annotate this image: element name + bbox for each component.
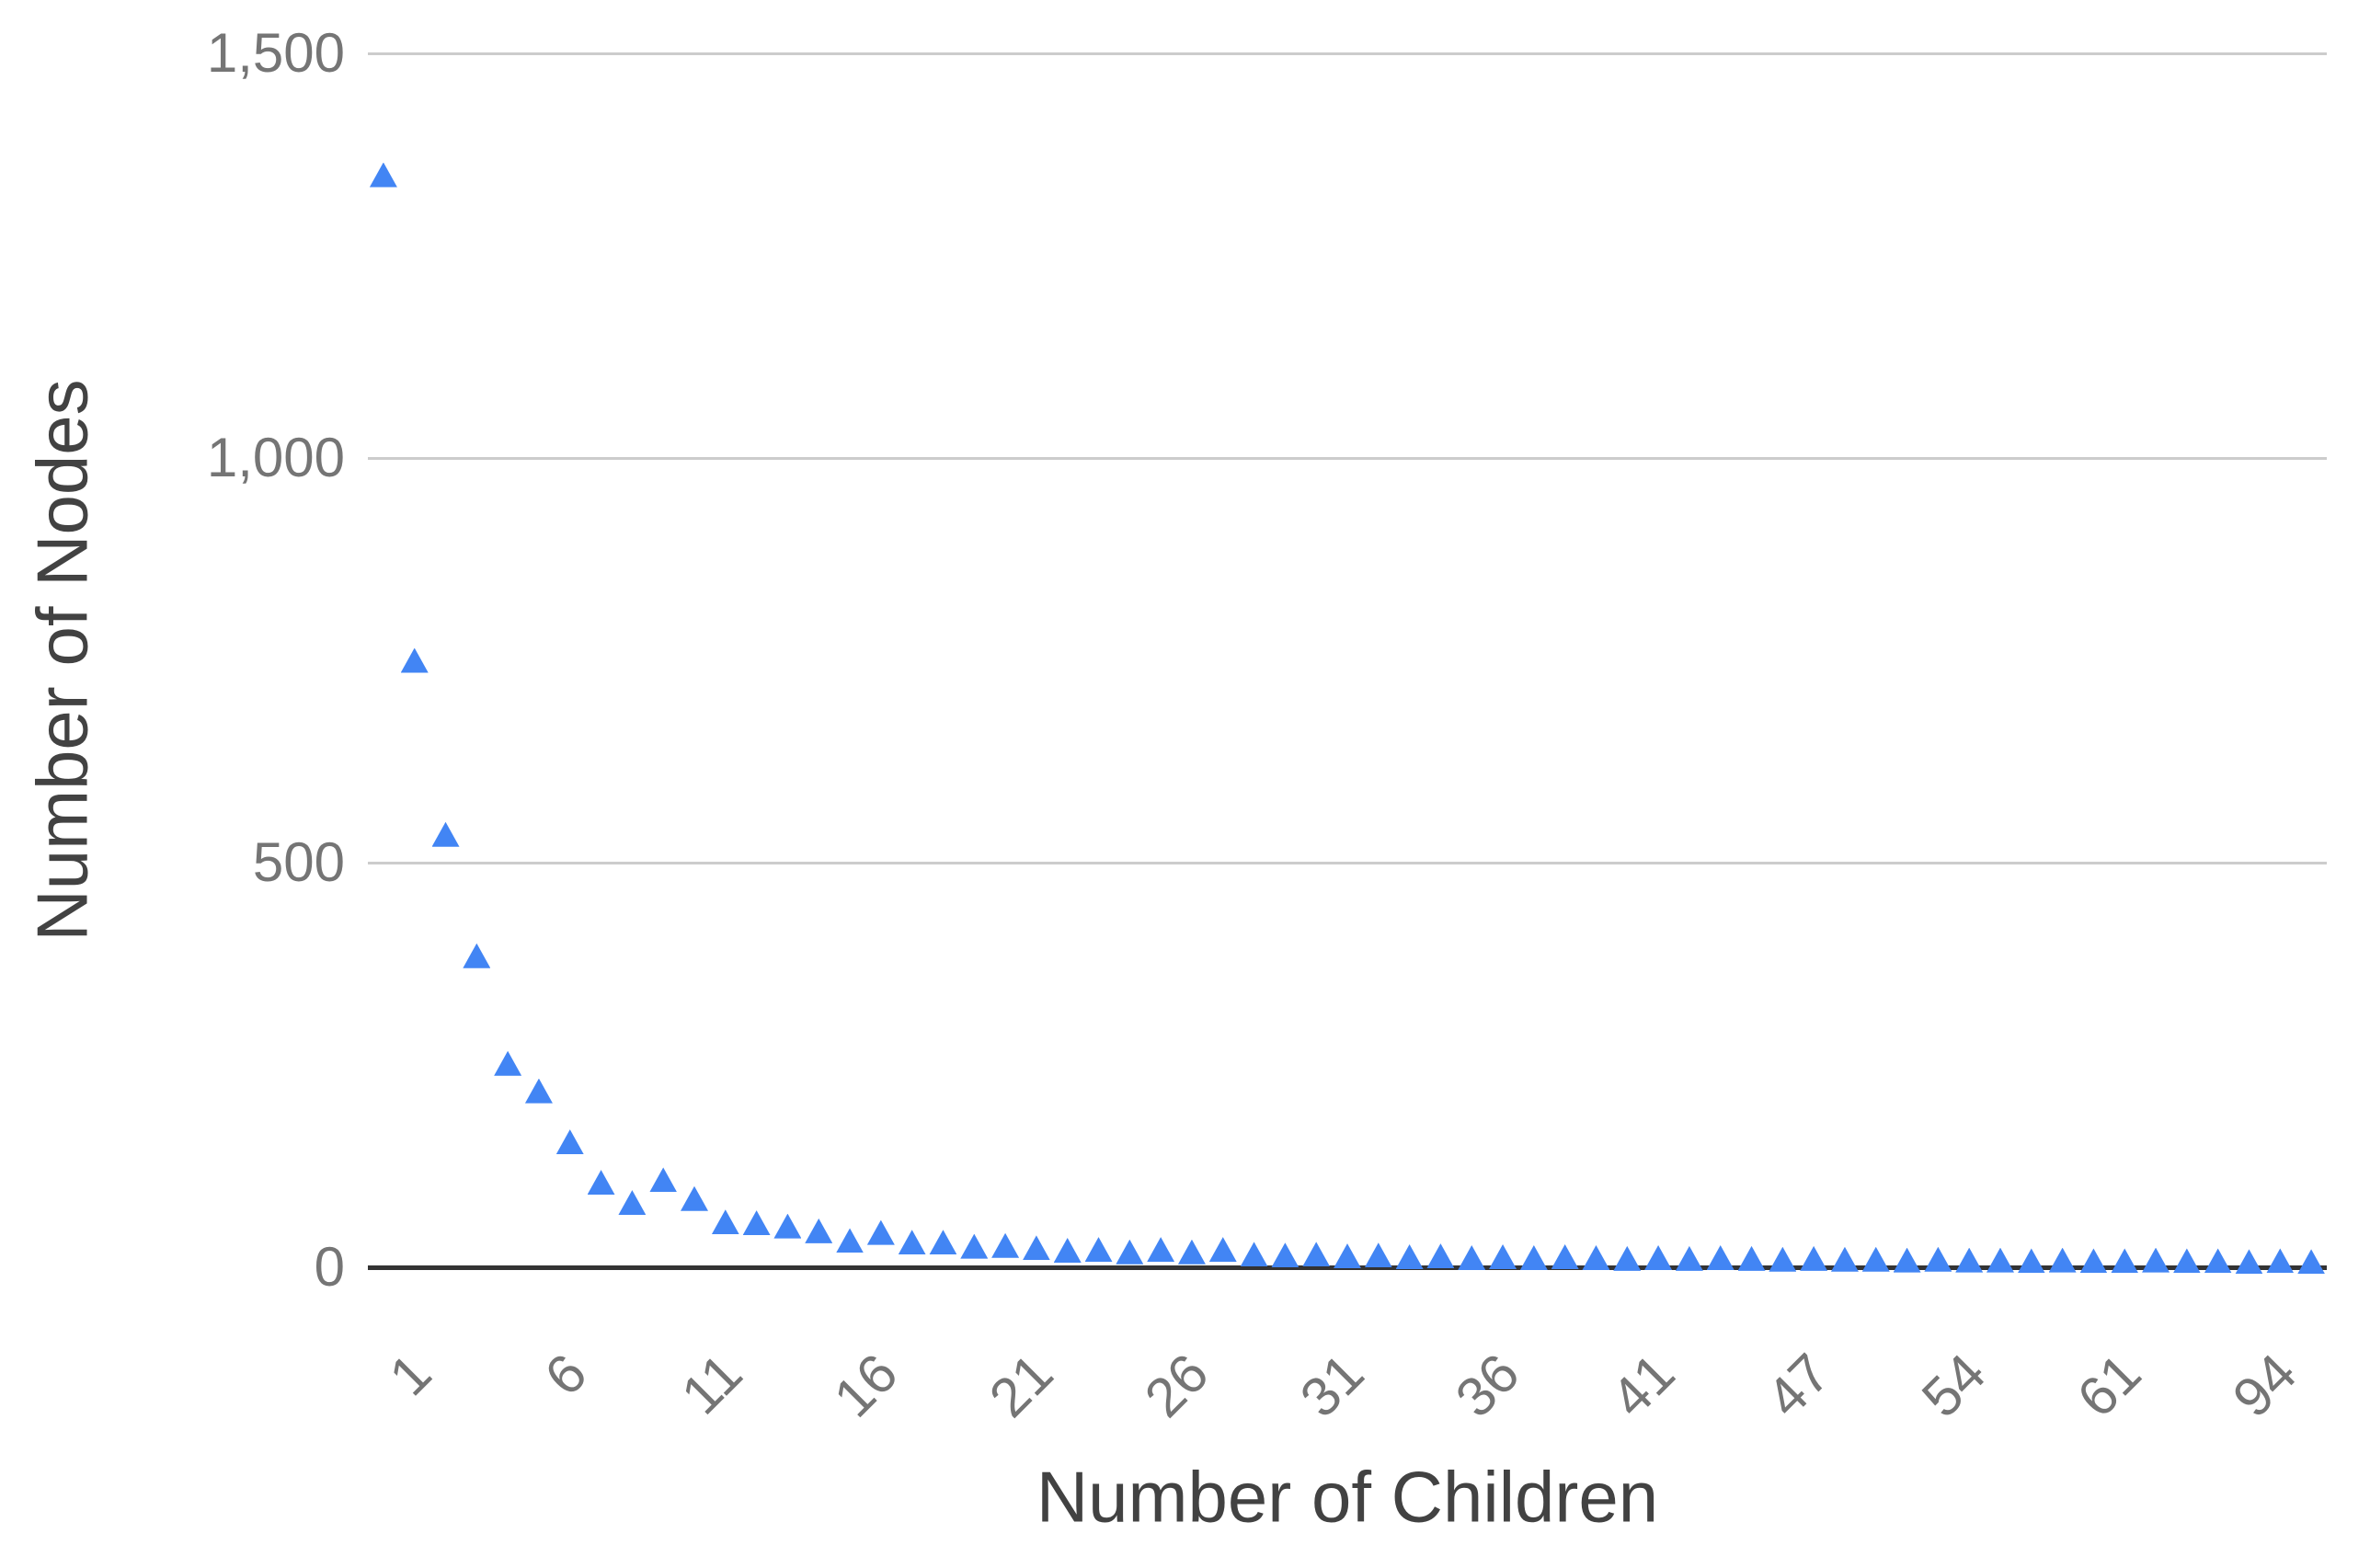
data-point — [866, 1219, 895, 1245]
data-point — [805, 1218, 833, 1243]
data-point — [2111, 1248, 2139, 1274]
data-point — [2172, 1248, 2201, 1274]
data-point — [1116, 1239, 1144, 1265]
data-point — [711, 1209, 739, 1235]
data-point — [991, 1232, 1020, 1258]
data-point — [1364, 1242, 1392, 1268]
data-point — [494, 1050, 522, 1076]
y-gridline — [368, 52, 2327, 55]
data-point — [431, 821, 460, 847]
data-point — [836, 1228, 864, 1253]
data-point — [898, 1230, 926, 1255]
data-point — [1147, 1237, 1175, 1263]
data-point — [1830, 1246, 1859, 1272]
data-point — [773, 1213, 802, 1239]
data-point — [524, 1078, 553, 1104]
data-point — [1426, 1243, 1455, 1269]
data-point — [1613, 1245, 1642, 1271]
data-point — [463, 943, 491, 968]
data-point — [1644, 1244, 1673, 1270]
data-point — [1955, 1247, 1984, 1273]
data-point — [1861, 1246, 1890, 1272]
x-tick-label: 1 — [377, 1342, 443, 1408]
x-tick-label: 11 — [670, 1342, 754, 1426]
data-point — [1551, 1244, 1579, 1270]
y-gridline — [368, 862, 2327, 864]
data-point — [1458, 1244, 1486, 1270]
data-point — [1769, 1246, 1797, 1272]
data-point — [587, 1170, 615, 1196]
data-point — [1675, 1245, 1703, 1271]
x-axis-title: Number of Children — [1036, 1456, 1659, 1538]
data-point — [1489, 1244, 1517, 1270]
x-tick-label: 16 — [822, 1342, 910, 1429]
data-point — [400, 647, 429, 673]
x-tick-label: 47 — [1755, 1342, 1842, 1429]
data-point — [2079, 1248, 2108, 1274]
data-point — [1177, 1239, 1206, 1265]
data-point — [2297, 1249, 2326, 1275]
x-tick-label: 94 — [2221, 1342, 2309, 1429]
data-point — [369, 162, 397, 188]
data-point — [1084, 1237, 1113, 1263]
data-point — [2204, 1248, 2232, 1274]
data-point — [1053, 1238, 1082, 1264]
data-point — [1924, 1246, 1952, 1272]
data-point — [681, 1185, 708, 1211]
data-point — [1737, 1245, 1766, 1271]
data-point — [555, 1129, 584, 1155]
y-tick-label: 0 — [314, 1236, 345, 1298]
data-point — [2266, 1248, 2295, 1274]
data-point — [1334, 1243, 1361, 1269]
data-point — [1706, 1244, 1735, 1270]
x-tick-label: 21 — [978, 1342, 1065, 1429]
data-point — [1302, 1242, 1331, 1267]
data-point — [929, 1230, 957, 1255]
data-point — [1208, 1237, 1237, 1263]
y-tick-label: 1,000 — [206, 427, 345, 488]
y-axis-title: Number of Nodes — [21, 379, 103, 942]
y-tick-label: 1,500 — [206, 22, 345, 84]
data-point — [1582, 1244, 1610, 1270]
data-point — [742, 1210, 771, 1236]
data-point — [1800, 1245, 1828, 1271]
data-point — [618, 1190, 647, 1216]
x-tick-label: 6 — [532, 1342, 599, 1408]
data-point — [2235, 1249, 2263, 1275]
x-tick-label: 61 — [2066, 1342, 2153, 1429]
y-gridline — [368, 457, 2327, 460]
data-point — [1022, 1235, 1050, 1261]
data-point — [2017, 1248, 2045, 1274]
data-point — [1395, 1244, 1424, 1270]
data-point — [1519, 1244, 1548, 1270]
x-tick-label: 54 — [1910, 1342, 1998, 1429]
data-point — [2142, 1247, 2170, 1273]
data-point — [960, 1233, 989, 1259]
y-tick-label: 500 — [252, 831, 345, 893]
data-point — [649, 1167, 678, 1193]
data-point — [1240, 1242, 1268, 1267]
data-point — [1271, 1242, 1299, 1268]
data-point — [1986, 1247, 2014, 1273]
data-point — [2048, 1247, 2077, 1273]
data-point — [1893, 1247, 1921, 1273]
